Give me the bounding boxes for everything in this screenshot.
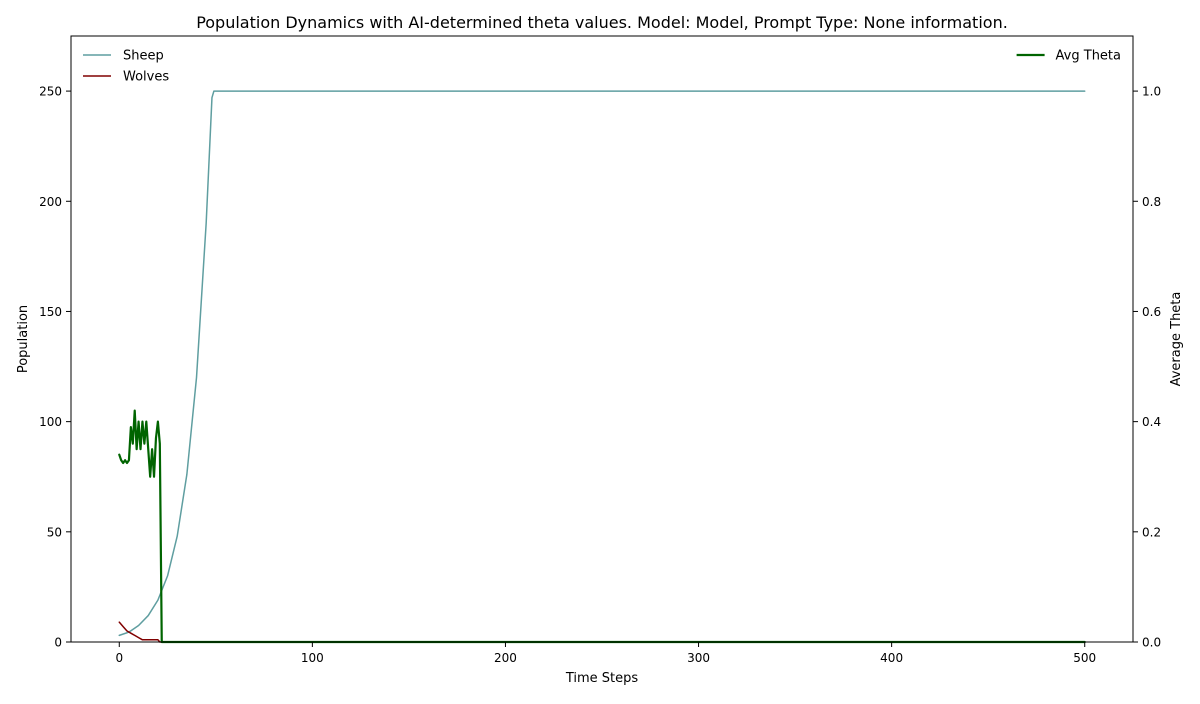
y-axis-label-right: Average Theta bbox=[1169, 292, 1184, 387]
x-tick-label: 0 bbox=[115, 651, 123, 665]
axes: 0 100 200 300 400 500 0 50 100 150 200 250 0.0 0.2 0.4… bbox=[39, 85, 1161, 665]
legend-entry: Sheep bbox=[83, 49, 164, 64]
x-axis-label: Time Steps bbox=[565, 671, 639, 686]
x-tick-label: 500 bbox=[1073, 651, 1096, 665]
y-right-tick-label: 0.2 bbox=[1142, 525, 1161, 539]
legend-label: Sheep bbox=[123, 49, 164, 64]
y-axis-label-left: Population bbox=[16, 305, 31, 373]
legend-right: Avg Theta bbox=[1016, 49, 1121, 64]
legend-left: Sheep Wolves bbox=[83, 49, 169, 85]
legend-entry: Wolves bbox=[83, 70, 169, 85]
plot-frame bbox=[70, 35, 1134, 643]
y-right-tick-label: 0.6 bbox=[1142, 305, 1161, 319]
y-left-tick-label: 0 bbox=[54, 636, 62, 650]
y-right-tick-label: 0.8 bbox=[1142, 195, 1161, 209]
legend-label: Avg Theta bbox=[1056, 49, 1121, 64]
x-tick-label: 300 bbox=[687, 651, 710, 665]
y-left-tick-label: 50 bbox=[47, 525, 62, 539]
y-left-tick-label: 150 bbox=[39, 305, 62, 319]
x-tick-label: 100 bbox=[301, 651, 324, 665]
chart-title: Population Dynamics with AI-determined t… bbox=[196, 13, 1008, 32]
legend-entry: Avg Theta bbox=[1016, 49, 1121, 64]
y-right-tick-label: 1.0 bbox=[1142, 85, 1161, 99]
y-left-tick-label: 200 bbox=[39, 195, 62, 209]
series-line-avg-theta bbox=[118, 409, 1086, 644]
y-left-tick-label: 100 bbox=[39, 415, 62, 429]
plot-content bbox=[118, 90, 1086, 644]
x-tick-label: 400 bbox=[880, 651, 903, 665]
y-right-tick-label: 0.0 bbox=[1142, 636, 1161, 650]
y-right-tick-label: 0.4 bbox=[1142, 415, 1161, 429]
legend-label: Wolves bbox=[123, 70, 169, 85]
series-line-wolves bbox=[118, 621, 1086, 643]
series-line-sheep bbox=[118, 90, 1086, 637]
x-tick-label: 200 bbox=[494, 651, 517, 665]
y-left-tick-label: 250 bbox=[39, 85, 62, 99]
